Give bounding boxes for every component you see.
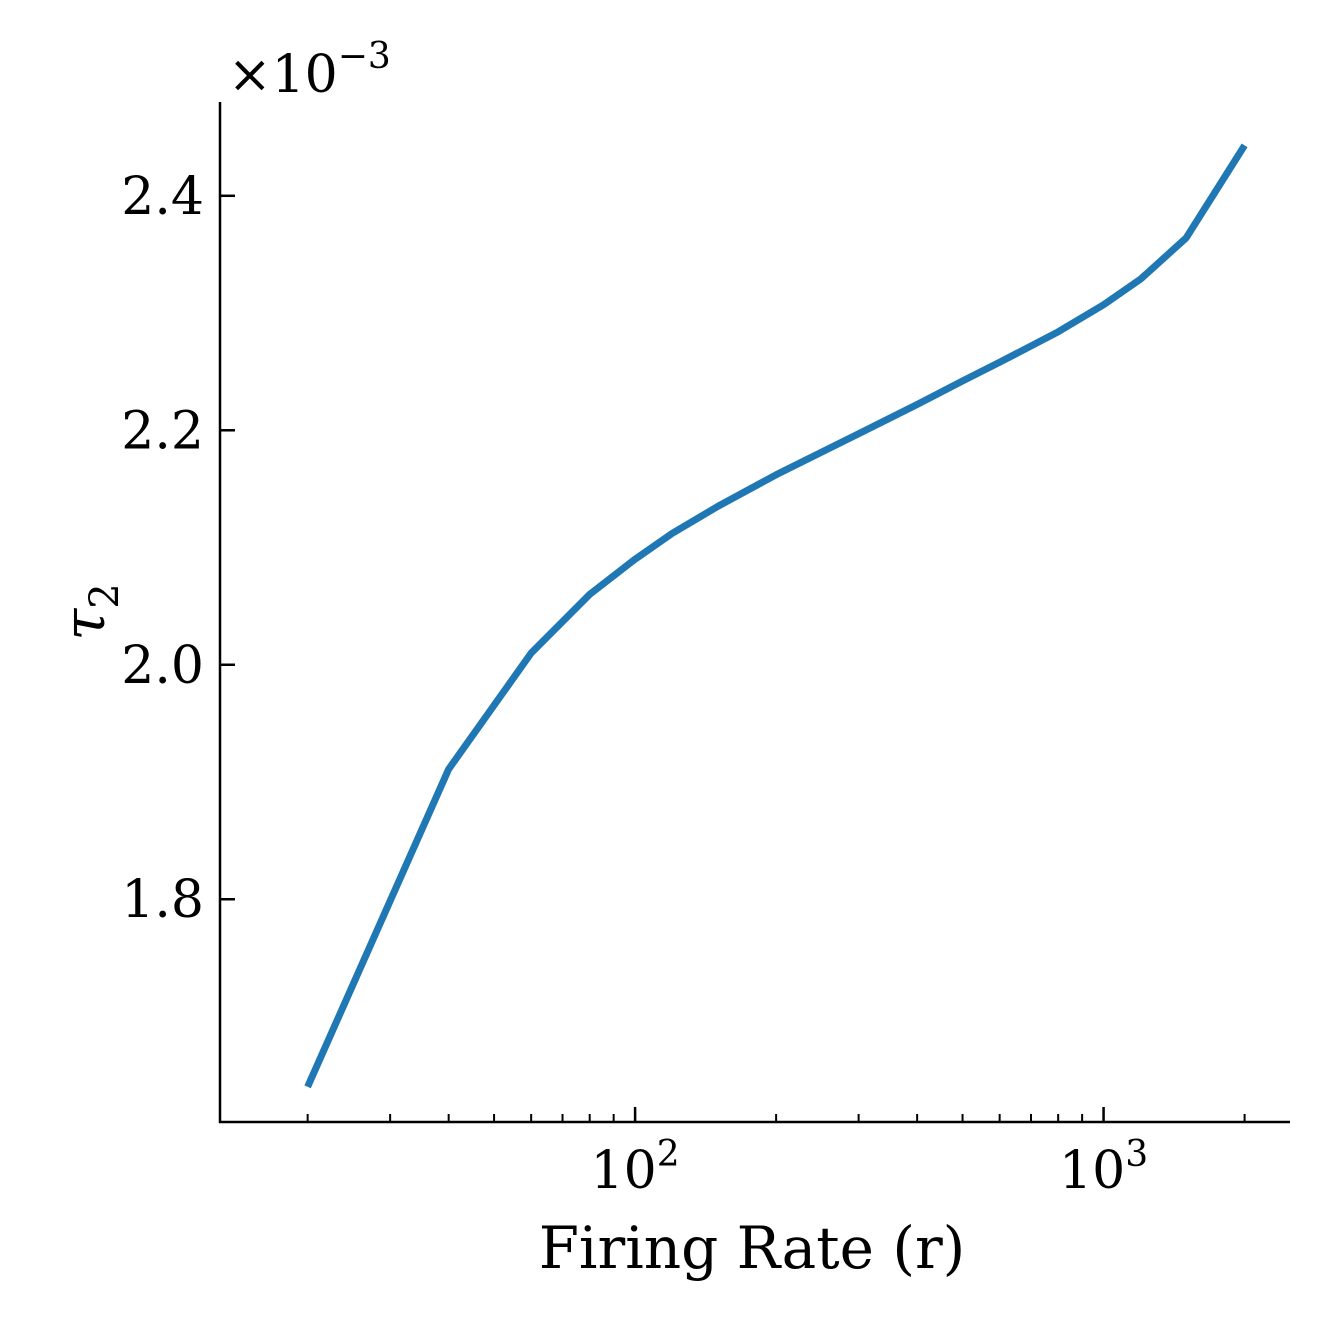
x-major-ticks: 102 103 <box>591 1107 1148 1201</box>
x-tick-label: 103 <box>1059 1134 1148 1201</box>
y-axis-label-subscript: 2 <box>82 583 128 608</box>
y-axis-label-symbol: τ <box>50 608 118 641</box>
y-multiplier: ×10−3 <box>228 36 391 105</box>
x-tick-label: 102 <box>591 1134 680 1201</box>
y-tick-label: 2.0 <box>121 636 204 696</box>
y-multiplier-base: ×10 <box>228 45 338 105</box>
y-ticks: 1.8 2.0 2.2 2.4 <box>121 167 235 930</box>
series-line <box>304 143 1248 1089</box>
y-tick-label: 2.2 <box>121 401 204 461</box>
x-axis-label: Firing Rate (r) <box>539 1214 966 1282</box>
y-multiplier-exponent: −3 <box>338 36 391 77</box>
x-minor-ticks <box>306 1114 1246 1122</box>
y-axis-label: τ2 <box>50 583 128 641</box>
y-tick-label: 2.4 <box>121 167 204 227</box>
series-layer <box>304 143 1248 1089</box>
y-tick-label: 1.8 <box>121 870 204 930</box>
